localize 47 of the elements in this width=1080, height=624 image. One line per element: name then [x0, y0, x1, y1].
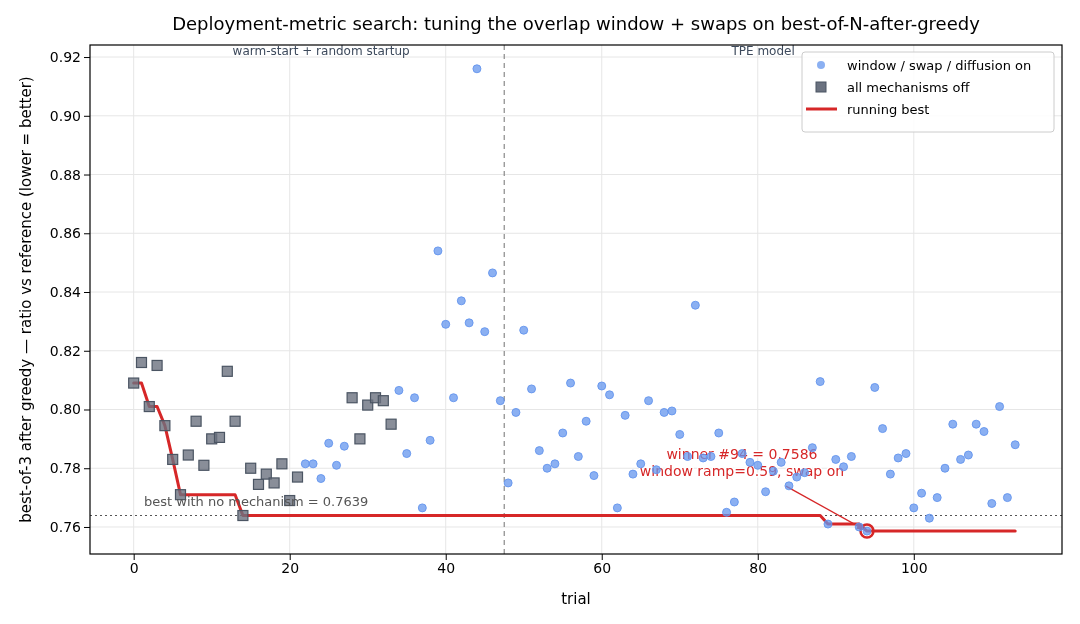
annotation: warm-start + random startup — [232, 44, 410, 58]
y-tick-label: 0.86 — [49, 225, 82, 242]
point — [245, 462, 257, 474]
y-tick-label: 0.88 — [49, 166, 81, 183]
y-axis-title: best-of-3 after greedy — ratio vs reference (lower = better) — [17, 76, 35, 523]
x-axis-title: trial — [561, 590, 591, 608]
legend-label: window / swap / diffusion on — [847, 58, 1032, 73]
y-tick-label: 0.78 — [49, 460, 81, 477]
y-tick-label: 0.76 — [49, 518, 82, 535]
y-tick-label: 0.82 — [49, 342, 81, 359]
x-tick-label: 20 — [281, 559, 300, 576]
y-tick-label: 0.80 — [49, 401, 81, 418]
y-tick-label: 0.92 — [49, 49, 81, 66]
point — [354, 433, 366, 445]
point — [159, 420, 171, 432]
point — [385, 418, 397, 430]
point — [213, 431, 226, 443]
legend-label: all mechanisms off — [847, 80, 971, 95]
point — [198, 459, 210, 471]
point — [135, 356, 148, 369]
x-tick-label: 80 — [749, 559, 768, 576]
point — [276, 458, 288, 470]
point — [377, 395, 389, 407]
point — [221, 365, 233, 377]
point — [190, 415, 202, 427]
point — [252, 478, 265, 490]
y-tick-label: 0.90 — [49, 107, 81, 124]
x-tick-label: 60 — [593, 559, 612, 576]
x-tick-label: 0 — [129, 559, 139, 576]
chart-title: Deployment-metric search: tuning the overlap window + swaps on best-of-N-after-greedy — [172, 13, 981, 34]
point — [237, 509, 249, 522]
point — [268, 477, 280, 489]
x-tick-label: 40 — [437, 559, 456, 576]
annotation: TPE model — [730, 44, 795, 58]
legend-label: running best — [847, 102, 930, 117]
y-tick-label: 0.84 — [49, 283, 82, 300]
point — [143, 400, 155, 413]
point — [229, 415, 241, 427]
point — [128, 377, 140, 389]
point — [167, 453, 179, 466]
point — [151, 359, 163, 372]
point — [346, 392, 358, 404]
point — [260, 468, 272, 480]
point — [362, 399, 374, 411]
x-tick-label: 100 — [900, 559, 928, 576]
point — [182, 449, 194, 461]
point — [291, 471, 304, 483]
